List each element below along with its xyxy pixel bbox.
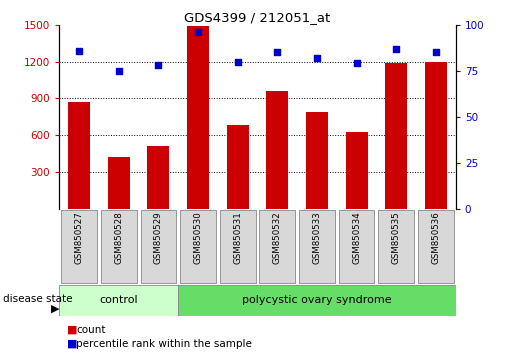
Point	[114, 68, 123, 74]
Bar	[141, 210, 176, 284]
Bar	[61, 210, 97, 284]
Bar	[385, 63, 407, 209]
Bar	[379, 210, 414, 284]
Text: ■: ■	[67, 325, 77, 335]
Bar	[227, 125, 249, 209]
Title: GDS4399 / 212051_at: GDS4399 / 212051_at	[184, 11, 331, 24]
Point	[392, 46, 401, 52]
Bar	[108, 157, 130, 209]
Point	[313, 55, 321, 61]
Text: GSM850527: GSM850527	[75, 211, 83, 264]
Bar	[418, 210, 454, 284]
Text: GSM850532: GSM850532	[273, 211, 282, 264]
Bar	[266, 91, 288, 209]
Text: disease state: disease state	[3, 293, 72, 304]
Bar	[147, 146, 169, 209]
Bar	[180, 210, 216, 284]
Point	[194, 29, 202, 35]
Bar	[178, 285, 456, 316]
Text: GSM850530: GSM850530	[194, 211, 202, 264]
Bar	[425, 62, 447, 209]
Text: GSM850536: GSM850536	[432, 211, 440, 264]
Point	[273, 50, 281, 55]
Bar	[339, 210, 374, 284]
Text: polycystic ovary syndrome: polycystic ovary syndrome	[242, 295, 392, 306]
Bar	[220, 210, 255, 284]
Text: ▶: ▶	[50, 303, 59, 313]
Text: GSM850529: GSM850529	[154, 211, 163, 264]
Text: GSM850533: GSM850533	[313, 211, 321, 264]
Text: control: control	[99, 295, 138, 306]
Bar	[59, 285, 178, 316]
Bar	[299, 210, 335, 284]
Point	[75, 48, 83, 53]
Point	[432, 50, 440, 55]
Text: GSM850535: GSM850535	[392, 211, 401, 264]
Point	[352, 61, 360, 66]
Point	[154, 62, 162, 68]
Text: percentile rank within the sample: percentile rank within the sample	[76, 339, 252, 349]
Text: ■: ■	[67, 339, 77, 349]
Point	[233, 59, 242, 64]
Text: GSM850531: GSM850531	[233, 211, 242, 264]
Bar	[101, 210, 136, 284]
Text: count: count	[76, 325, 106, 335]
Bar	[187, 26, 209, 209]
Bar	[260, 210, 295, 284]
Bar	[306, 112, 328, 209]
Text: GSM850528: GSM850528	[114, 211, 123, 264]
Bar	[68, 102, 90, 209]
Text: GSM850534: GSM850534	[352, 211, 361, 264]
Bar	[346, 132, 368, 209]
